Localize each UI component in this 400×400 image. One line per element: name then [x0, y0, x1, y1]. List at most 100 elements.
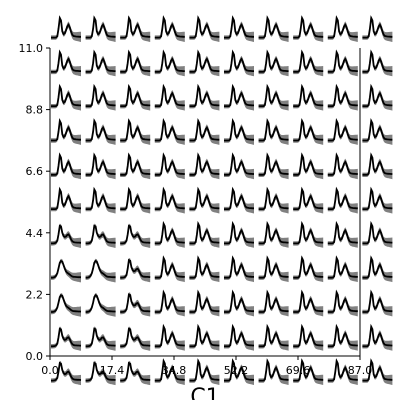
glyph-line [293, 220, 324, 245]
glyph-line [85, 327, 116, 348]
glyph-line [362, 49, 393, 73]
glyph-line [327, 118, 358, 142]
glyph-line [120, 83, 151, 108]
glyph-line [258, 358, 289, 382]
glyph-line [51, 259, 82, 279]
glyph-line [327, 289, 358, 313]
glyph-line [51, 294, 82, 313]
glyph-line [293, 49, 324, 73]
glyph-line [224, 358, 254, 382]
glyph-line [258, 118, 289, 142]
glyph-line [327, 15, 358, 39]
glyph-line [120, 118, 151, 142]
y-tick-label: 0.0 [26, 350, 44, 363]
glyph-line [327, 358, 358, 382]
glyph-line [189, 358, 220, 382]
glyph-line [293, 186, 324, 210]
glyph-line [85, 118, 116, 142]
glyph-line [51, 327, 82, 348]
glyph-line [293, 15, 324, 39]
glyph-line [224, 289, 254, 313]
glyph-line [327, 83, 358, 108]
glyph-line [120, 224, 151, 245]
glyph-line [327, 255, 358, 279]
glyph-line [327, 220, 358, 245]
glyph-line [327, 186, 358, 210]
glyph-line [51, 83, 81, 108]
glyph-line [258, 152, 289, 176]
glyph-line [258, 255, 289, 279]
glyph-line [120, 327, 151, 348]
glyph-line [258, 15, 289, 39]
glyph-line [120, 293, 151, 313]
glyph-line [51, 118, 81, 142]
glyph-line [154, 15, 185, 39]
glyph-line [362, 289, 393, 313]
glyph-line [258, 289, 289, 313]
glyph-line [258, 49, 289, 73]
glyph-line [362, 323, 393, 348]
glyph-line [258, 186, 289, 210]
glyph-line [362, 83, 393, 108]
glyph-line [258, 323, 289, 348]
glyph-line [51, 152, 81, 176]
glyph-line [224, 49, 254, 73]
glyph-line [85, 186, 116, 210]
y-tick-label: 6.6 [26, 165, 44, 178]
glyph-line [85, 294, 116, 313]
x-ticks: 0.0 17.4 34.8 52.2 69.6 87.0 [41, 356, 372, 377]
x-tick-label: 69.6 [286, 364, 311, 377]
glyph-line [293, 289, 324, 313]
glyph-grid [51, 15, 393, 386]
glyph-line [362, 15, 393, 39]
glyph-line [120, 152, 151, 176]
glyph-line [189, 289, 220, 313]
glyph-line [85, 361, 116, 382]
glyph-line [51, 49, 81, 73]
glyph-line [120, 361, 151, 382]
x-tick-label: 17.4 [100, 364, 125, 377]
glyph-line [362, 118, 393, 142]
x-tick-label: 34.8 [162, 364, 187, 377]
glyph-line [293, 358, 324, 382]
glyph-line [224, 220, 254, 245]
glyph-line [224, 118, 254, 142]
glyph-line [51, 224, 82, 245]
glyph-line [293, 83, 324, 108]
glyph-line [85, 49, 116, 73]
glyph-line [154, 49, 185, 73]
axes [49, 48, 361, 357]
glyph-line [189, 118, 220, 142]
glyph-line [154, 186, 185, 210]
glyph-line [154, 323, 185, 348]
glyph-line [224, 152, 254, 176]
glyph-line [327, 152, 358, 176]
glyph-line [224, 83, 254, 108]
glyph-line [154, 255, 185, 279]
glyph-line [258, 83, 289, 108]
glyph-line [154, 83, 185, 108]
glyph-line [85, 259, 116, 279]
glyph-line [189, 255, 220, 279]
glyph-line [224, 255, 254, 279]
glyph-line [293, 255, 324, 279]
glyph-line [258, 220, 289, 245]
glyph-line [293, 323, 324, 348]
x-tick-label: 87.0 [348, 364, 373, 377]
glyph-line [189, 15, 220, 39]
y-ticks: 0.0 2.2 4.4 6.6 8.8 11.0 [19, 42, 50, 363]
glyph-line [120, 186, 151, 210]
glyph-line [189, 186, 220, 210]
glyph-line [362, 186, 393, 210]
glyph-line [85, 83, 116, 108]
glyph-line [154, 118, 185, 142]
glyph-line [327, 323, 358, 348]
glyph-line [154, 289, 185, 313]
glyph-line [189, 49, 220, 73]
x-tick-label: 52.2 [224, 364, 249, 377]
glyph-line [120, 49, 151, 73]
glyph-line [189, 83, 220, 108]
glyph-line [154, 220, 185, 245]
y-tick-label: 11.0 [19, 42, 44, 55]
